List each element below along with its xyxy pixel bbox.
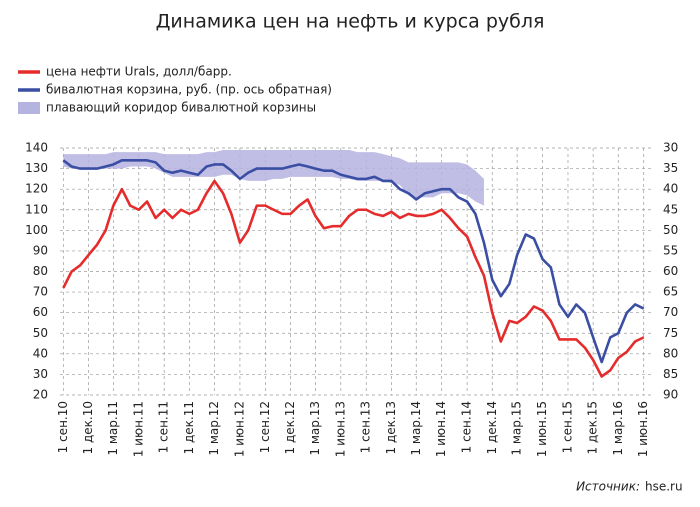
y-tick-label: 100 (25, 223, 48, 237)
y2-tick-label: 75 (663, 326, 678, 340)
x-tick-label: 1 дек.10 (81, 401, 95, 454)
y-tick-label: 40 (33, 346, 48, 360)
x-tick-label: 1 мар.15 (510, 401, 524, 456)
x-tick-label: 1 дек.12 (283, 401, 297, 454)
x-tick-label: 1 дек.11 (182, 401, 196, 454)
series-line (62, 159, 645, 364)
x-tick-label: 1 июн.11 (131, 401, 145, 457)
x-tick-label: 1 дек.15 (586, 401, 600, 454)
y-tick-label: 130 (25, 161, 48, 175)
y-tick-label: 140 (25, 141, 48, 155)
x-tick-label: 1 мар.14 (409, 401, 423, 456)
y-tick-label: 20 (33, 388, 48, 402)
x-tick-label: 1 мар.16 (611, 401, 625, 456)
y2-tick-label: 70 (663, 305, 678, 319)
legend-swatch (18, 102, 40, 114)
y2-tick-label: 85 (663, 367, 678, 381)
source-label: Источник: (576, 480, 640, 494)
y-tick-label: 50 (33, 326, 48, 340)
x-tick-label: 1 июн.12 (232, 401, 246, 457)
legend-label: плавающий коридор бивалютной корзины (46, 101, 316, 115)
y-tick-label: 120 (25, 182, 48, 196)
x-tick-label: 1 июн.15 (535, 401, 549, 457)
legend-label: цена нефти Urals, долл/барр. (46, 65, 232, 79)
legend-label: бивалютная корзина, руб. (пр. ось обратн… (46, 83, 332, 97)
source: hse.ru (645, 480, 683, 494)
x-tick-label: 1 дек.13 (384, 401, 398, 454)
y2-tick-label: 30 (663, 141, 678, 155)
x-tick-label: 1 сен.12 (258, 401, 272, 453)
x-tick-label: 1 мар.13 (308, 401, 322, 456)
x-tick-label: 1 июн.16 (636, 401, 650, 457)
y2-tick-label: 35 (663, 161, 678, 175)
y2-tick-label: 90 (663, 388, 678, 402)
x-tick-label: 1 сен.11 (157, 401, 171, 453)
y-tick-label: 60 (33, 305, 48, 319)
x-tick-label: 1 июн.14 (434, 401, 448, 457)
y2-tick-label: 55 (663, 243, 678, 257)
y2-tick-label: 45 (663, 202, 678, 216)
chart-title: Динамика цен на нефть и курса рубля (156, 11, 545, 33)
y2-tick-label: 50 (663, 223, 678, 237)
y-tick-label: 80 (33, 264, 48, 278)
y2-tick-label: 80 (663, 346, 678, 360)
y-tick-label: 110 (25, 202, 48, 216)
y-tick-label: 30 (33, 367, 48, 381)
y2-tick-label: 60 (663, 264, 678, 278)
x-tick-label: 1 мар.11 (106, 401, 120, 456)
y2-tick-label: 40 (663, 182, 678, 196)
y2-tick-label: 65 (663, 285, 678, 299)
x-tick-label: 1 сен.13 (359, 401, 373, 453)
y-tick-label: 70 (33, 285, 48, 299)
x-tick-label: 1 сен.15 (560, 401, 574, 453)
x-tick-label: 1 сен.10 (56, 401, 70, 453)
x-tick-label: 1 дек.14 (485, 401, 499, 454)
series-line (62, 179, 645, 378)
y-tick-label: 90 (33, 243, 48, 257)
x-tick-label: 1 сен.14 (460, 401, 474, 453)
x-tick-label: 1 мар.12 (207, 401, 221, 456)
corridor-band (63, 150, 484, 206)
x-tick-label: 1 июн.13 (333, 401, 347, 457)
